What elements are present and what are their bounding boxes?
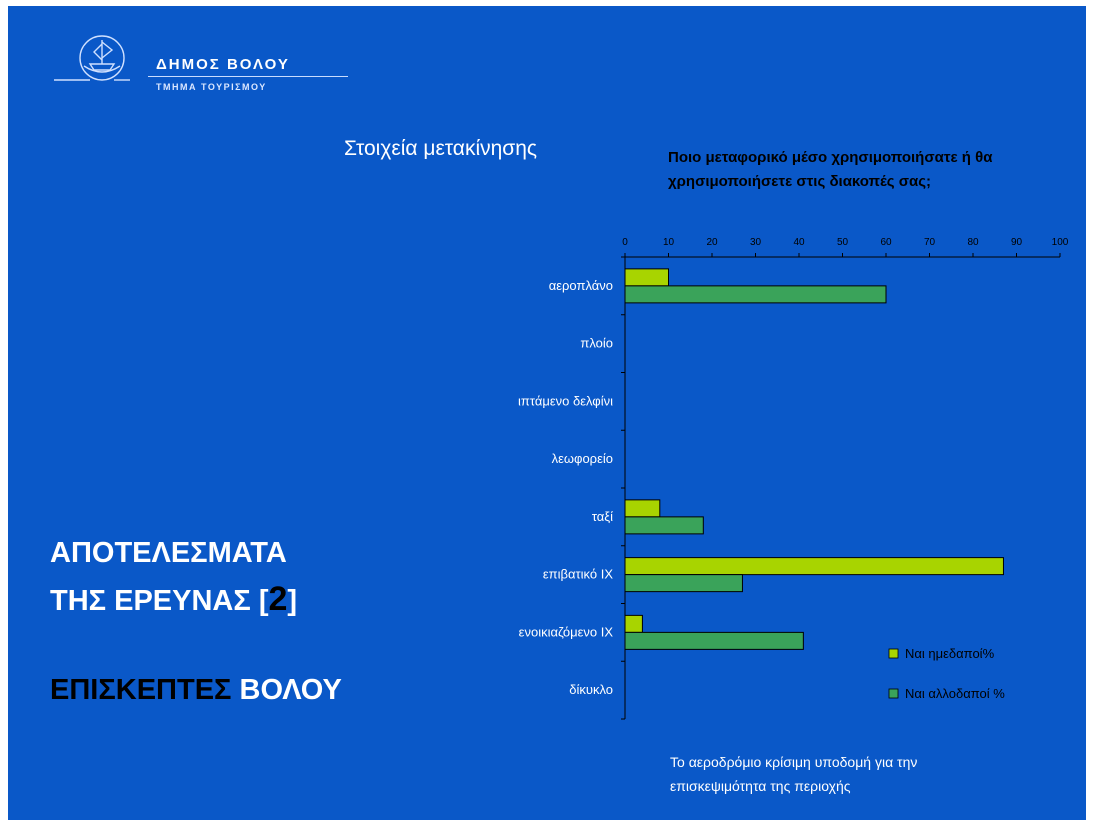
slide: ΔΗΜΟΣ ΒΟΛΟΥ ΤΜΗΜΑ ΤΟΥΡΙΣΜΟΥ Στοιχεία μετ… <box>8 6 1086 820</box>
x-tick-label: 30 <box>750 237 762 248</box>
category-label: ταξί <box>592 509 613 524</box>
bar-foreign <box>624 516 704 535</box>
x-tick-label: 10 <box>663 237 675 248</box>
legend-swatch <box>888 688 899 699</box>
x-tick-label: 50 <box>837 237 849 248</box>
legend-label: Ναι ημεδαποί% <box>905 646 995 661</box>
ship-emblem-icon <box>54 35 130 81</box>
x-tick-label: 40 <box>793 237 805 248</box>
bar-foreign <box>624 285 887 304</box>
legend-swatch <box>888 648 899 659</box>
bar-domestic <box>624 557 1004 576</box>
category-label: ενοικιαζόμενο ΙΧ <box>519 624 614 639</box>
org-underline <box>148 76 348 77</box>
bar-domestic <box>624 614 643 633</box>
bar-foreign <box>624 631 804 650</box>
chart-title: Ποιο μεταφορικό μέσο χρησιμοποιήσατε ή θ… <box>668 149 993 190</box>
bar-chart: 0 10 20 30 40 50 60 70 80 90 100 αεροπλάνο πλοίο ιπτά… <box>518 237 1069 720</box>
x-tick-label: 20 <box>706 237 718 248</box>
visitors-title-part1: ΕΠΙΣΚΕΠΤΕΣ <box>50 674 232 706</box>
visitors-title-part2: ΒΟΛΟΥ <box>239 674 342 706</box>
x-tick-label: 0 <box>622 237 628 248</box>
results-title-line1: ΑΠΟΤΕΛΕΣΜΑΤΑ <box>50 537 287 569</box>
category-label: αεροπλάνο <box>549 278 613 293</box>
category-label: λεωφορείο <box>552 451 613 466</box>
visitors-title: ΕΠΙΣΚΕΠΤΕΣ ΒΟΛΟΥ <box>50 674 342 707</box>
footer-note: Το αεροδρόμιο κρίσιμη υποδομή για την επ… <box>670 754 918 794</box>
category-label: πλοίο <box>580 336 613 351</box>
results-title-number: 2 <box>268 580 288 618</box>
x-tick-label: 80 <box>967 237 979 248</box>
org-name: ΔΗΜΟΣ ΒΟΛΟΥ <box>156 56 290 73</box>
results-title-prefix: ΤΗΣ ΕΡΕΥΝΑΣ [ <box>50 585 269 617</box>
category-label: επιβατικό ΙΧ <box>543 567 613 582</box>
section-title: Στοιχεία μετακίνησης <box>344 137 538 160</box>
results-title-line2: ΤΗΣ ΕΡΕΥΝΑΣ [2] <box>50 576 297 624</box>
x-tick-label: 60 <box>880 237 892 248</box>
x-tick-label: 90 <box>1011 237 1023 248</box>
legend-label: Ναι αλλοδαποί % <box>905 686 1005 701</box>
bar-domestic <box>624 268 669 287</box>
results-title: ΑΠΟΤΕΛΕΣΜΑΤΑ ΤΗΣ ΕΡΕΥΝΑΣ [2] <box>50 530 297 624</box>
category-label: ιπτάμενο δελφίνι <box>518 393 613 408</box>
x-tick-label: 100 <box>1052 237 1069 248</box>
x-tick-label: 70 <box>924 237 936 248</box>
bar-domestic <box>624 499 661 518</box>
bar-foreign <box>624 574 743 593</box>
category-label: δίκυκλο <box>569 682 613 697</box>
org-department: ΤΜΗΜΑ ΤΟΥΡΙΣΜΟΥ <box>156 82 267 92</box>
results-title-suffix: ] <box>287 585 298 617</box>
